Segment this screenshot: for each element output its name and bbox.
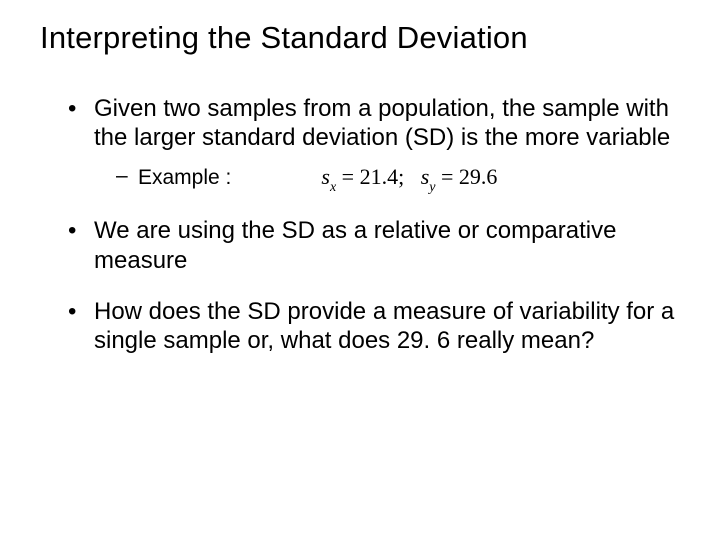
formula-sy-sub: y [429, 180, 435, 195]
bullet-text-1: Given two samples from a population, the… [94, 95, 670, 151]
bullet-item-3: How does the SD provide a measure of var… [68, 297, 680, 356]
formula-expression: sx = 21.4; sy = 29.6 [321, 163, 497, 195]
formula-sx-eq: = 21.4; [336, 164, 404, 189]
bullet-text-3: How does the SD provide a measure of var… [94, 298, 674, 354]
bullet-item-1: Given two samples from a population, the… [68, 94, 680, 194]
formula-sy-eq: = 29.6 [435, 164, 497, 189]
formula-sx-sub: x [330, 180, 336, 195]
formula-sy-var: s [421, 164, 430, 189]
bullet-item-2: We are using the SD as a relative or com… [68, 216, 680, 275]
bullet-list: Given two samples from a population, the… [40, 94, 680, 355]
bullet-text-2: We are using the SD as a relative or com… [94, 217, 616, 273]
example-line: Example : sx = 21.4; sy = 29.6 [138, 163, 680, 195]
slide: Interpreting the Standard Deviation Give… [0, 0, 720, 540]
formula-sx-var: s [321, 164, 330, 189]
sub-bullet-list: Example : sx = 21.4; sy = 29.6 [94, 163, 680, 195]
sub-bullet-item-1: Example : sx = 21.4; sy = 29.6 [116, 163, 680, 195]
example-label: Example : [138, 165, 231, 191]
slide-title: Interpreting the Standard Deviation [40, 20, 680, 56]
